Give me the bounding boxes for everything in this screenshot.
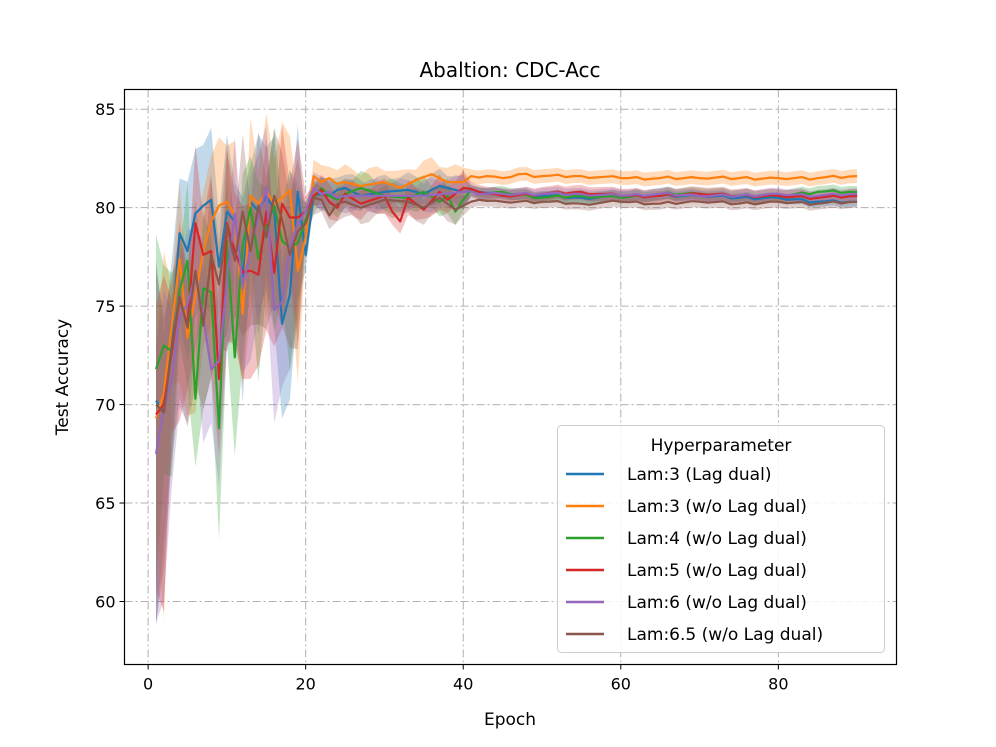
legend-label: Lam:6 (w/o Lag dual) [627, 593, 807, 613]
x-axis-label: Epoch [484, 710, 536, 730]
series-band-1 [156, 123, 858, 627]
legend-box [557, 425, 885, 653]
legend-items: Lam:3 (Lag dual) Lam:3 (w/o Lag dual) Lam:… [566, 465, 823, 645]
y-axis-label: Test Accuracy [53, 319, 73, 437]
y-tick-label: 70 [95, 396, 115, 415]
series-band-4 [156, 125, 858, 612]
legend-label: Lam:3 (w/o Lag dual) [627, 497, 807, 517]
plot-area-frame [123, 88, 898, 666]
legend-label: Lam:4 (w/o Lag dual) [627, 529, 807, 549]
legend-label: Lam:5 (w/o Lag dual) [627, 561, 807, 581]
series-line-5 [154, 186, 858, 454]
series-line-6 [155, 194, 858, 414]
legend: Hyperparameter Lam:3 (Lag dual) Lam:3 (w/… [557, 425, 885, 653]
y-axis-ticks: 60 65 70 75 80 85 [95, 100, 125, 611]
chart-title: Abaltion: CDC-Acc [419, 58, 600, 82]
legend-label: Lam:3 (Lag dual) [627, 465, 771, 485]
x-tick-label: 0 [143, 675, 153, 694]
y-tick-label: 75 [95, 297, 115, 316]
series-band-2 [156, 113, 858, 620]
grid-lines [124, 89, 897, 665]
confidence-bands [156, 113, 858, 627]
x-axis-ticks: 0 20 40 60 80 [143, 664, 789, 694]
x-tick-label: 40 [453, 675, 473, 694]
x-tick-label: 60 [611, 675, 631, 694]
x-tick-label: 20 [296, 675, 316, 694]
legend-title: Hyperparameter [651, 436, 792, 456]
y-tick-label: 80 [95, 199, 115, 218]
series-lines [154, 172, 858, 454]
legend-label: Lam:6.5 (w/o Lag dual) [627, 625, 823, 645]
y-tick-label: 60 [95, 592, 115, 611]
y-tick-label: 65 [95, 494, 115, 513]
series-band-6 [156, 128, 858, 624]
x-tick-label: 80 [768, 675, 788, 694]
y-tick-label: 85 [95, 100, 115, 119]
